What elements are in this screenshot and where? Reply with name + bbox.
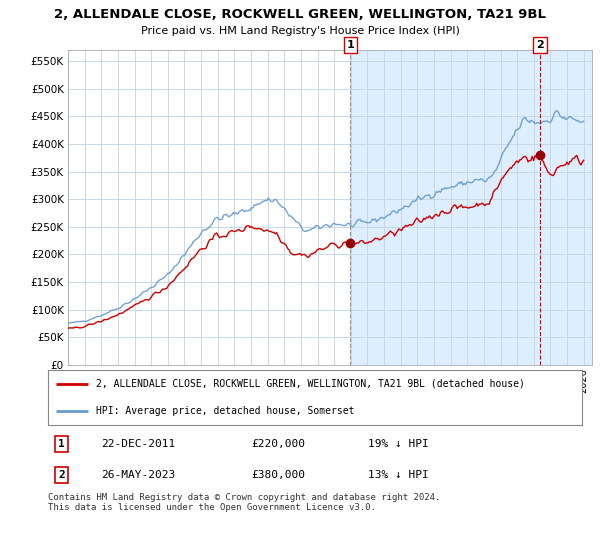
Text: 19% ↓ HPI: 19% ↓ HPI <box>368 439 429 449</box>
Text: 2, ALLENDALE CLOSE, ROCKWELL GREEN, WELLINGTON, TA21 9BL (detached house): 2, ALLENDALE CLOSE, ROCKWELL GREEN, WELL… <box>96 379 525 389</box>
Text: 2: 2 <box>58 470 65 480</box>
Text: £380,000: £380,000 <box>251 470 305 480</box>
Text: Contains HM Land Registry data © Crown copyright and database right 2024.
This d: Contains HM Land Registry data © Crown c… <box>48 493 440 512</box>
Text: 13% ↓ HPI: 13% ↓ HPI <box>368 470 429 480</box>
Text: 22-DEC-2011: 22-DEC-2011 <box>101 439 176 449</box>
Text: Price paid vs. HM Land Registry's House Price Index (HPI): Price paid vs. HM Land Registry's House … <box>140 26 460 36</box>
Text: 26-MAY-2023: 26-MAY-2023 <box>101 470 176 480</box>
Bar <box>350 50 592 365</box>
Text: 1: 1 <box>58 439 65 449</box>
Text: 2: 2 <box>536 40 544 50</box>
Text: 1: 1 <box>346 40 354 50</box>
Text: £220,000: £220,000 <box>251 439 305 449</box>
Text: 2, ALLENDALE CLOSE, ROCKWELL GREEN, WELLINGTON, TA21 9BL: 2, ALLENDALE CLOSE, ROCKWELL GREEN, WELL… <box>54 8 546 21</box>
Text: HPI: Average price, detached house, Somerset: HPI: Average price, detached house, Some… <box>96 406 355 416</box>
